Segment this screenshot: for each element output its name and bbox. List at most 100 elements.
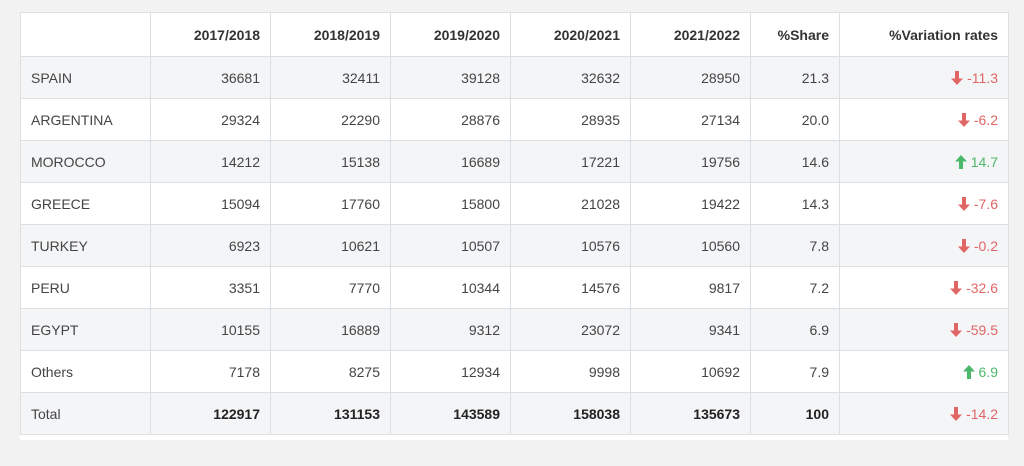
header-country	[20, 12, 151, 57]
season-value: 8275	[270, 350, 391, 393]
variation-cell: -14.2	[839, 392, 1009, 435]
variation-cell: -7.6	[839, 182, 1009, 225]
arrow-up-icon	[962, 364, 979, 380]
season-value: 6923	[150, 224, 271, 267]
season-value: 17221	[510, 140, 631, 183]
season-value: 36681	[150, 56, 271, 99]
season-value: 15094	[150, 182, 271, 225]
season-value: 9998	[510, 350, 631, 393]
country-name: ARGENTINA	[20, 98, 151, 141]
season-value: 17760	[270, 182, 391, 225]
table-row: ARGENTINA 29324 22290 28876 28935 27134 20.0 -6…	[20, 98, 1009, 141]
arrow-down-icon	[951, 70, 967, 86]
season-value: 27134	[630, 98, 751, 141]
table-row: EGYPT 10155 16889 9312 23072 9341 6.9 -59.5	[20, 308, 1009, 351]
arrow-down-icon	[950, 322, 966, 338]
table-row: MOROCCO 14212 15138 16689 17221 19756 14.6 14.7	[20, 140, 1009, 183]
variation-value: 6.9	[978, 363, 998, 380]
variation-value: -0.2	[973, 237, 998, 254]
season-value: 22290	[270, 98, 391, 141]
season-value: 21028	[510, 182, 631, 225]
total-row: Total 122917 131153 143589 158038 135673 100 -1…	[20, 392, 1009, 435]
table-row: PERU 3351 7770 10344 14576 9817 7.2 -32.6	[20, 266, 1009, 309]
variation-cell: -59.5	[839, 308, 1009, 351]
share-value: 100	[750, 392, 840, 435]
season-value: 28876	[390, 98, 511, 141]
season-value: 9341	[630, 308, 751, 351]
variation-cell: -0.2	[839, 224, 1009, 267]
season-value: 7770	[270, 266, 391, 309]
header-share: %Share	[750, 12, 840, 57]
variation-value: 14.7	[970, 153, 998, 170]
arrow-up-icon	[954, 154, 971, 170]
season-value: 19756	[630, 140, 751, 183]
season-value: 12934	[390, 350, 511, 393]
table-row: Others 7178 8275 12934 9998 10692 7.9 6.9	[20, 350, 1009, 393]
season-value: 23072	[510, 308, 631, 351]
header-2019-2020: 2019/2020	[390, 12, 511, 57]
season-value: 10576	[510, 224, 631, 267]
header-2017-2018: 2017/2018	[150, 12, 271, 57]
arrow-down-icon	[950, 280, 966, 296]
header-row: 2017/2018 2018/2019 2019/2020 2020/2021 …	[20, 12, 1009, 57]
season-value: 14576	[510, 266, 631, 309]
season-value: 135673	[630, 392, 751, 435]
variation-value: -59.5	[966, 321, 998, 338]
season-value: 15138	[270, 140, 391, 183]
variation-value: -6.2	[973, 111, 998, 128]
season-value: 16689	[390, 140, 511, 183]
season-value: 3351	[150, 266, 271, 309]
season-value: 32411	[270, 56, 391, 99]
season-value: 10344	[390, 266, 511, 309]
season-value: 16889	[270, 308, 391, 351]
season-value: 122917	[150, 392, 271, 435]
header-2020-2021: 2020/2021	[510, 12, 631, 57]
variation-value: -32.6	[966, 279, 998, 296]
variation-value: -14.2	[966, 405, 998, 422]
country-name: GREECE	[20, 182, 151, 225]
season-value: 9312	[390, 308, 511, 351]
season-value: 158038	[510, 392, 631, 435]
season-value: 29324	[150, 98, 271, 141]
season-value: 39128	[390, 56, 511, 99]
country-name: SPAIN	[20, 56, 151, 99]
share-value: 21.3	[750, 56, 840, 99]
table-row: SPAIN 36681 32411 39128 32632 28950 21.3 -11.3	[20, 56, 1009, 99]
variation-cell: 6.9	[839, 350, 1009, 393]
arrow-down-icon	[957, 196, 974, 212]
season-value: 10507	[390, 224, 511, 267]
season-value: 10621	[270, 224, 391, 267]
share-value: 7.2	[750, 266, 840, 309]
season-value: 28950	[630, 56, 751, 99]
share-value: 14.3	[750, 182, 840, 225]
country-name: Others	[20, 350, 151, 393]
production-table: 2017/2018 2018/2019 2019/2020 2020/2021 …	[20, 12, 1009, 435]
country-name: MOROCCO	[20, 140, 151, 183]
variation-value: -11.3	[967, 69, 998, 86]
variation-cell: -6.2	[839, 98, 1009, 141]
table-row: TURKEY 6923 10621 10507 10576 10560 7.8 -0.2	[20, 224, 1009, 267]
arrow-down-icon	[950, 406, 966, 422]
season-value: 10560	[630, 224, 751, 267]
season-value: 19422	[630, 182, 751, 225]
season-value: 9817	[630, 266, 751, 309]
share-value: 6.9	[750, 308, 840, 351]
share-value: 7.9	[750, 350, 840, 393]
season-value: 131153	[270, 392, 391, 435]
total-label: Total	[20, 392, 151, 435]
season-value: 10155	[150, 308, 271, 351]
variation-cell: 14.7	[839, 140, 1009, 183]
season-value: 10692	[630, 350, 751, 393]
country-name: EGYPT	[20, 308, 151, 351]
season-value: 28935	[510, 98, 631, 141]
variation-cell: -11.3	[839, 56, 1009, 99]
variation-value: -7.6	[973, 195, 998, 212]
country-name: TURKEY	[20, 224, 151, 267]
season-value: 14212	[150, 140, 271, 183]
share-value: 20.0	[750, 98, 840, 141]
country-name: PERU	[20, 266, 151, 309]
season-value: 7178	[150, 350, 271, 393]
variation-cell: -32.6	[839, 266, 1009, 309]
header-2018-2019: 2018/2019	[270, 12, 391, 57]
share-value: 7.8	[750, 224, 840, 267]
